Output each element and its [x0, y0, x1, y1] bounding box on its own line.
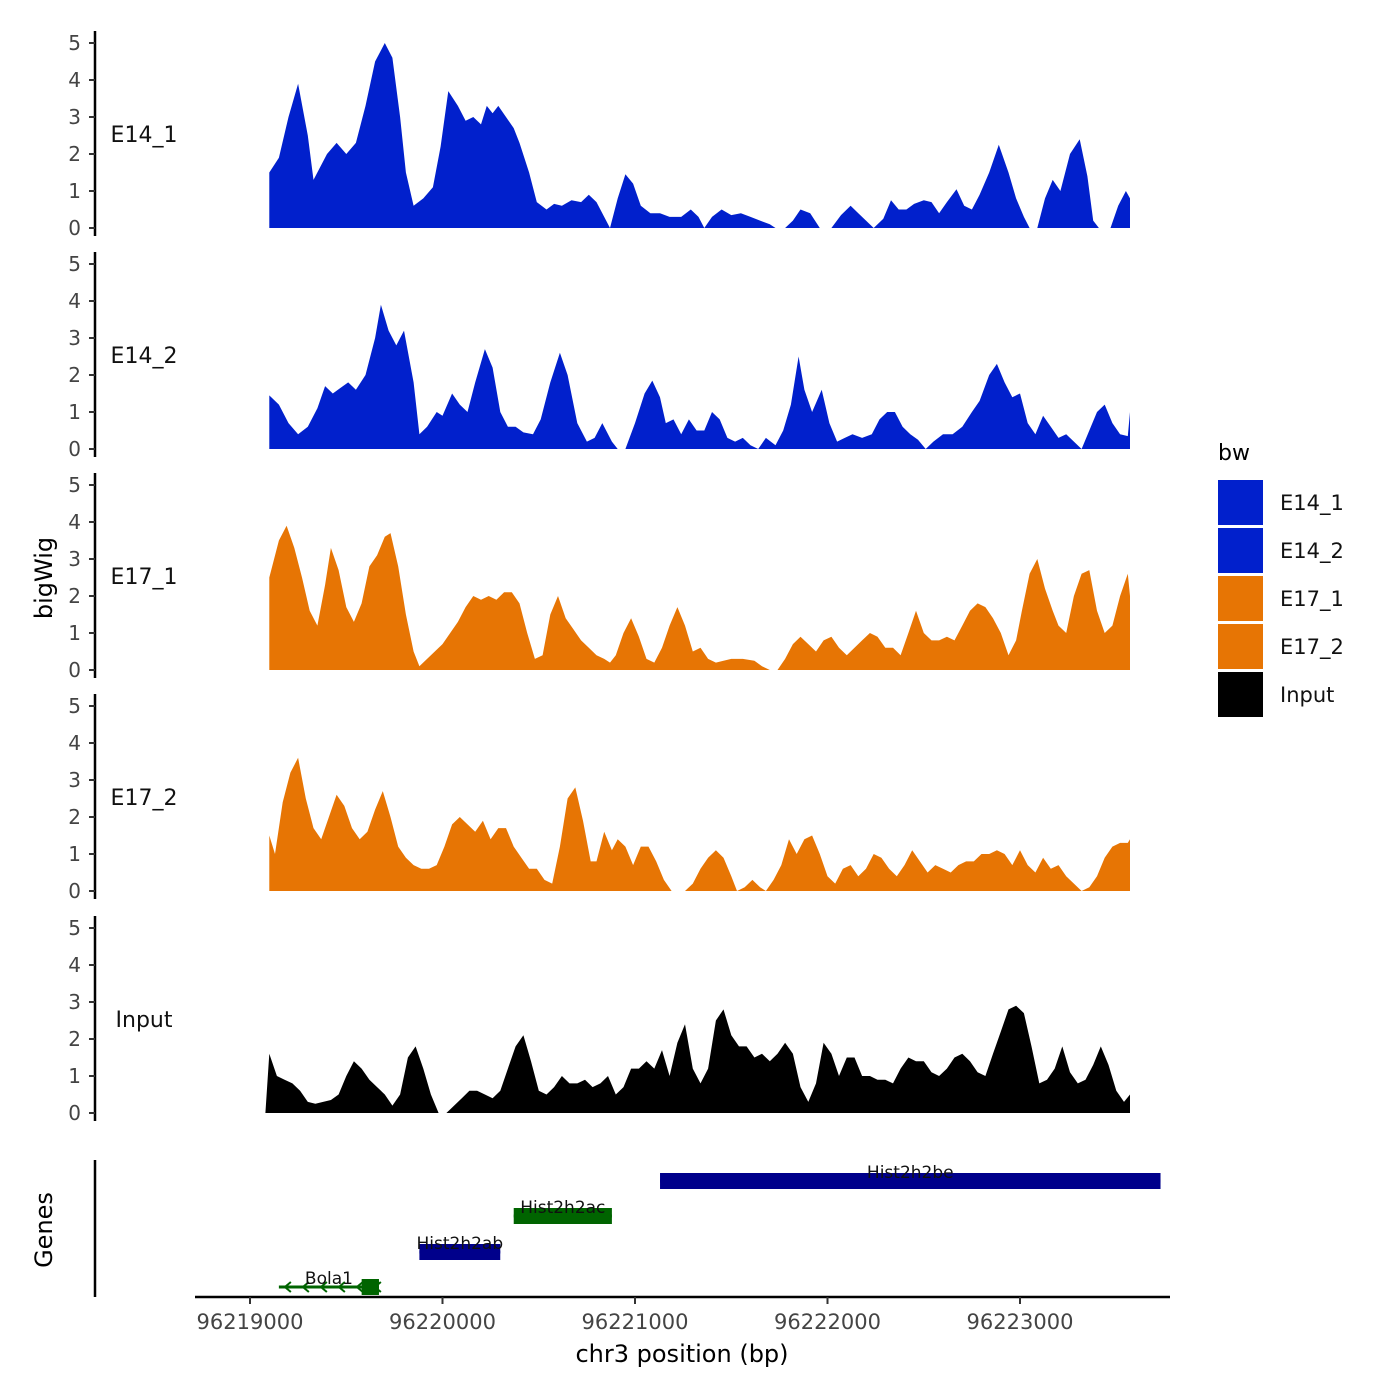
legend-label: E17_2 [1280, 635, 1344, 660]
y-tick-label: 1 [68, 400, 81, 424]
y-tick-label: 3 [68, 326, 81, 350]
y-tick-label: 5 [68, 473, 81, 497]
y-tick-label: 1 [68, 1064, 81, 1088]
coverage-area-e14-2 [269, 304, 1130, 449]
legend-swatch [1218, 576, 1263, 621]
strand-arrow [337, 1281, 346, 1293]
coverage-tracks: 0 1 2 3 4 5 E14_1 0 1 2 3 4 5 E14_2 0 1 2 3 4 5 E17_1 0 1 2 3 4 5 E… [68, 31, 1130, 1125]
gene-label: Bola1 [305, 1269, 353, 1289]
y-tick-label: 3 [68, 547, 81, 571]
y-tick-label: 3 [68, 990, 81, 1014]
y-tick-label: 2 [68, 1027, 81, 1051]
track-label: E14_1 [111, 123, 178, 148]
gene-exon [361, 1279, 379, 1295]
coverage-area-e17-2 [269, 757, 1130, 891]
x-tick-label: 96221000 [582, 1310, 689, 1334]
x-tick-label: 96220000 [389, 1310, 496, 1334]
track-label: E17_1 [111, 565, 178, 590]
y-tick-label: 1 [68, 621, 81, 645]
track-label: E17_2 [111, 786, 178, 811]
y-tick-label: 0 [68, 216, 81, 240]
y-tick-label: 5 [68, 916, 81, 940]
track-label: E14_2 [111, 344, 178, 369]
y-tick-label: 3 [68, 768, 81, 792]
y-tick-label: 5 [68, 31, 81, 55]
y-tick-label: 2 [68, 363, 81, 387]
gene-exon [660, 1173, 1161, 1189]
y-tick-label: 0 [68, 658, 81, 682]
gene-label: Hist2h2ab [416, 1234, 503, 1254]
y-tick-label: 4 [68, 731, 81, 755]
legend-swatch [1218, 528, 1263, 573]
strand-arrow [355, 1281, 364, 1293]
y-tick-label: 0 [68, 879, 81, 903]
strand-arrow [283, 1281, 292, 1293]
y-tick-label: 0 [68, 1101, 81, 1125]
legend-swatch [1218, 672, 1263, 717]
coverage-area-e17-1 [269, 525, 1130, 670]
track-e14-2: 0 1 2 3 4 5 E14_2 [68, 252, 1130, 461]
y-tick-label: 0 [68, 437, 81, 461]
gene-label: Hist2h2be [867, 1163, 954, 1183]
y-tick-label: 4 [68, 510, 81, 534]
legend-item-e17-1: E17_1 [1218, 576, 1344, 621]
strand-arrow [301, 1281, 310, 1293]
x-tick-label: 96219000 [197, 1310, 304, 1334]
strand-arrow [319, 1281, 328, 1293]
legend-item-input: Input [1218, 672, 1334, 717]
track-e14-1: 0 1 2 3 4 5 E14_1 [68, 31, 1130, 240]
legend-title: bw [1218, 441, 1250, 466]
gene-bola1: Bola1 [278, 1269, 382, 1295]
legend-label: E17_1 [1280, 587, 1344, 612]
coverage-area-e14-1 [269, 43, 1130, 228]
legend-item-e17-2: E17_2 [1218, 624, 1344, 669]
track-label: Input [116, 1008, 173, 1033]
track-e17-1: 0 1 2 3 4 5 E17_1 [68, 473, 1130, 682]
y-tick-label: 4 [68, 289, 81, 313]
gene-exon [513, 1208, 612, 1224]
legend-item-e14-2: E14_2 [1218, 528, 1344, 573]
legend-swatch [1218, 624, 1263, 669]
y-tick-label: 5 [68, 694, 81, 718]
x-axis: 96219000 96220000 96221000 96222000 96223000 [195, 1295, 1170, 1334]
y-tick-label: 4 [68, 953, 81, 977]
legend-label: Input [1280, 683, 1334, 707]
y-axis-label: bigWig [30, 537, 58, 619]
y-tick-label: 4 [68, 68, 81, 92]
y-tick-label: 2 [68, 142, 81, 166]
track-input: 0 1 2 3 4 5 Input [68, 916, 1130, 1125]
y-tick-label: 5 [68, 252, 81, 276]
legend-label: E14_2 [1280, 539, 1344, 564]
gene-track: Bola1 Hist2h2ab Hist2h2ac Hist2h2be [93, 1160, 1161, 1297]
track-e17-2: 0 1 2 3 4 5 E17_2 [68, 694, 1130, 903]
legend: bw E14_1 E14_2 E17_1 E17_2 Input [1218, 441, 1344, 717]
gene-exon [419, 1244, 501, 1260]
legend-swatch [1218, 480, 1263, 525]
gene-hist2h2ac: Hist2h2ac [513, 1198, 612, 1224]
legend-label: E14_1 [1280, 491, 1344, 516]
y-tick-label: 1 [68, 842, 81, 866]
coverage-area-input [265, 1005, 1130, 1113]
gene-label: Hist2h2ac [520, 1198, 605, 1218]
y-tick-label: 1 [68, 179, 81, 203]
y-tick-label: 2 [68, 805, 81, 829]
x-axis-label: chr3 position (bp) [575, 1340, 788, 1368]
x-tick-label: 96223000 [967, 1310, 1074, 1334]
y-tick-label: 2 [68, 584, 81, 608]
genes-panel-label: Genes [30, 1192, 58, 1268]
x-tick-label: 96222000 [774, 1310, 881, 1334]
gene-hist2h2be: Hist2h2be [660, 1163, 1161, 1189]
legend-item-e14-1: E14_1 [1218, 480, 1344, 525]
y-tick-label: 3 [68, 105, 81, 129]
gene-hist2h2ab: Hist2h2ab [416, 1234, 503, 1260]
